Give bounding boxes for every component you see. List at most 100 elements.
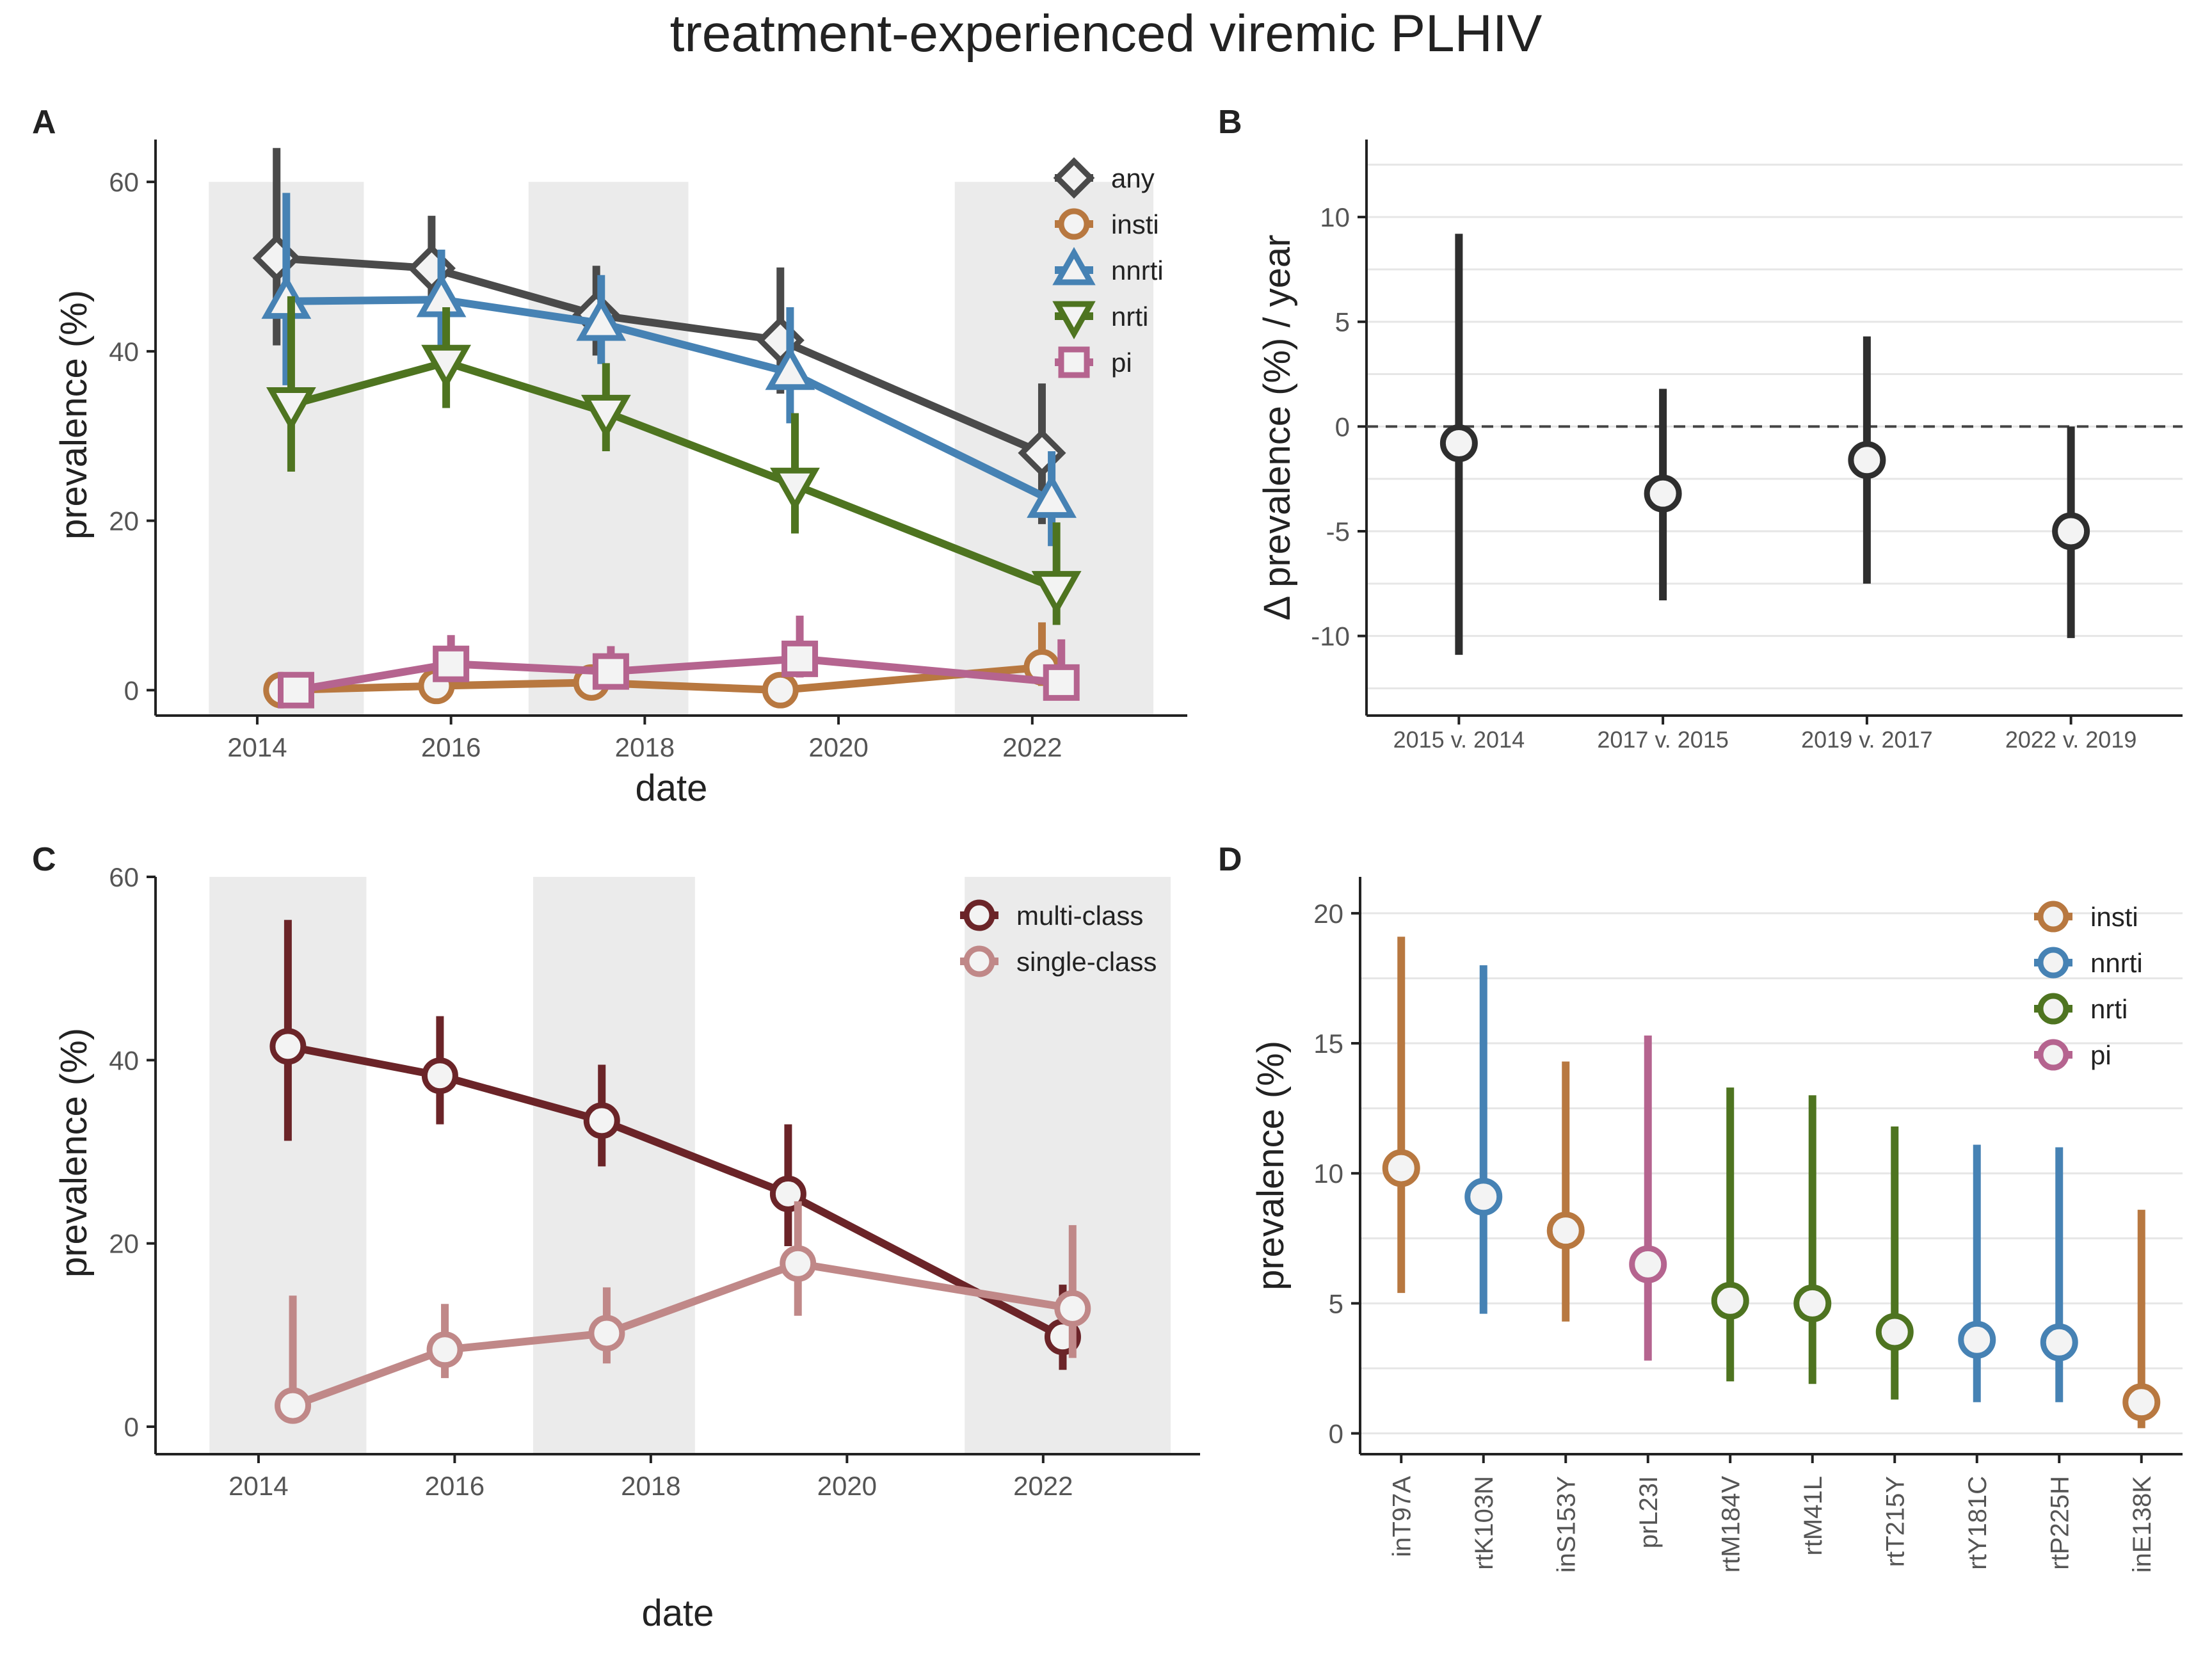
y-tick-label-C: 20	[109, 1229, 139, 1259]
y-tick-label-A: 40	[109, 337, 139, 367]
legend-label: pi	[2090, 1040, 2112, 1070]
x-tick-label-C: 2016	[425, 1471, 485, 1501]
data-point-insti	[762, 671, 799, 709]
legend-key-marker	[1052, 246, 1096, 285]
y-tick-label-B: 0	[1335, 412, 1350, 442]
y-tick-label-C: 0	[124, 1412, 139, 1442]
legend-label: insti	[1111, 209, 1159, 239]
legend-key-marker	[1058, 346, 1090, 378]
data-point-D	[1382, 1149, 1420, 1187]
data-point-D	[2040, 1323, 2078, 1361]
y-tick-label-A: 0	[124, 675, 139, 705]
data-point-multiclass	[269, 1028, 307, 1065]
data-point-nnrti	[416, 273, 467, 317]
data-point-pi	[433, 645, 470, 682]
data-point-B	[1644, 474, 1682, 513]
data-point-D	[1464, 1178, 1503, 1216]
y-tick-label-B: -10	[1311, 621, 1350, 652]
data-point-singleclass	[275, 1387, 312, 1424]
panel-A: A 0 20 40 60 2014 2016 2018 2020 2022 date prevalen…	[32, 104, 1187, 809]
legend-label: nnrti	[1111, 255, 1164, 285]
legend-key-marker	[963, 899, 995, 931]
shaded-period-C-1	[533, 877, 695, 1454]
x-axis-title-C: date	[642, 1592, 714, 1634]
data-point-multiclass	[421, 1057, 458, 1094]
x-tick-label-A: 2022	[1002, 732, 1062, 762]
figure-title: treatment-experienced viremic PLHIV	[670, 4, 1543, 63]
x-tick-label-D: rtP225H	[2046, 1476, 2074, 1570]
data-point-nrti	[581, 394, 631, 439]
y-tick-label-C: 60	[109, 862, 139, 892]
data-point-D	[1875, 1313, 1914, 1351]
x-tick-label-B: 2015 v. 2014	[1393, 726, 1525, 753]
panel-label-B: B	[1218, 104, 1242, 141]
panel-label-D: D	[1218, 841, 1242, 878]
x-axis-title-A: date	[636, 767, 708, 809]
panel-label-A: A	[32, 104, 56, 141]
data-point-nrti	[421, 344, 471, 389]
legend-label: single-class	[1016, 947, 1157, 977]
y-axis-title-C: prevalence (%)	[53, 1028, 95, 1278]
legend-key-marker	[1052, 301, 1096, 340]
data-point-D	[1629, 1245, 1667, 1283]
legend-label: insti	[2090, 902, 2138, 932]
data-point-nnrti	[576, 296, 627, 341]
y-axis-title-B: Δ prevalence (%) / year	[1256, 235, 1298, 621]
x-tick-label-D: rtY181C	[1964, 1476, 1992, 1570]
legend-key-marker	[1053, 157, 1095, 199]
y-tick-label-A: 60	[109, 167, 139, 197]
x-tick-label-D: rtM184V	[1717, 1476, 1745, 1573]
y-tick-label-B: 10	[1320, 202, 1350, 232]
data-point-D	[1711, 1281, 1749, 1320]
x-tick-label-A: 2016	[421, 732, 481, 762]
x-tick-label-C: 2020	[817, 1471, 877, 1501]
data-point-B	[2052, 512, 2090, 550]
x-tick-label-C: 2022	[1013, 1471, 1073, 1501]
data-point-singleclass	[588, 1315, 625, 1352]
data-point-pi	[277, 671, 314, 709]
y-axis-title-D: prevalence (%)	[1250, 1041, 1292, 1290]
data-point-any	[1018, 429, 1066, 477]
data-point-D	[1546, 1212, 1585, 1250]
legend-label: multi-class	[1016, 901, 1143, 931]
y-tick-label-D: 15	[1313, 1029, 1343, 1059]
data-point-singleclass	[1054, 1290, 1091, 1327]
data-point-B	[1848, 441, 1886, 479]
y-axis-title-A: prevalence (%)	[53, 290, 95, 540]
y-tick-label-B: -5	[1326, 517, 1350, 547]
y-tick-label-D: 5	[1329, 1288, 1343, 1318]
legend-label: any	[1111, 163, 1155, 193]
data-point-D	[2122, 1383, 2161, 1422]
panel-B: B -10 -5 0 5 10 2015 v. 2014 2017 v. 2015 2019 v…	[1218, 104, 2183, 753]
panel-label-C: C	[32, 841, 56, 878]
x-tick-label-D: rtT215Y	[1881, 1476, 1909, 1567]
data-point-nrti	[770, 467, 820, 512]
legend-key-marker	[2037, 1039, 2069, 1071]
x-tick-label-C: 2014	[228, 1471, 288, 1501]
x-tick-label-D: rtM41L	[1799, 1476, 1827, 1556]
data-point-nrti	[1031, 571, 1082, 616]
x-tick-label-B: 2017 v. 2015	[1597, 726, 1729, 753]
x-tick-label-D: inE138K	[2128, 1476, 2156, 1573]
y-tick-label-C: 40	[109, 1045, 139, 1075]
legend-key-marker	[2037, 993, 2069, 1025]
data-point-B	[1439, 424, 1478, 463]
x-tick-label-D: prL23I	[1635, 1476, 1663, 1548]
data-point-D	[1793, 1284, 1832, 1322]
data-point-singleclass	[426, 1331, 463, 1368]
x-tick-label-D: inT97A	[1388, 1476, 1416, 1557]
y-tick-label-D: 0	[1329, 1418, 1343, 1448]
x-tick-label-A: 2014	[227, 732, 287, 762]
legend-key-marker	[2037, 901, 2069, 933]
data-point-pi	[781, 640, 819, 677]
legend-label: nrti	[1111, 301, 1148, 332]
y-tick-label-D: 10	[1313, 1158, 1343, 1189]
legend-label: pi	[1111, 348, 1132, 378]
data-point-multiclass	[583, 1102, 620, 1139]
data-point-D	[1958, 1320, 1996, 1359]
data-point-nnrti	[1027, 474, 1077, 518]
x-tick-label-D: inS153Y	[1552, 1476, 1580, 1573]
data-point-singleclass	[780, 1245, 817, 1282]
legend-key-marker	[1058, 208, 1090, 240]
legend-key-marker	[2037, 947, 2069, 979]
